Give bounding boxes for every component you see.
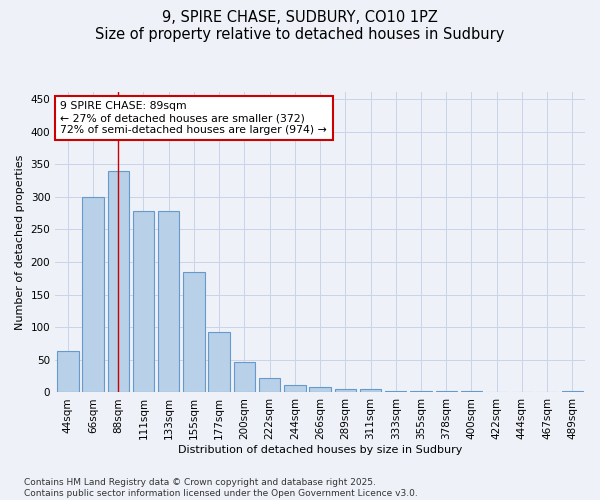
Bar (208, 332, 230, 392)
Bar (284, 384, 305, 392)
Bar (82, 197, 104, 392)
Bar (107, 170, 129, 392)
Bar (461, 391, 482, 392)
Bar (310, 387, 331, 392)
Text: 9 SPIRE CHASE: 89sqm
← 27% of detached houses are smaller (372)
72% of semi-deta: 9 SPIRE CHASE: 89sqm ← 27% of detached h… (61, 102, 327, 134)
Bar (410, 390, 432, 392)
Bar (335, 388, 356, 392)
Bar (183, 272, 205, 392)
Bar (360, 389, 381, 392)
Bar (57, 352, 79, 393)
Bar (385, 390, 406, 392)
Text: Contains HM Land Registry data © Crown copyright and database right 2025.
Contai: Contains HM Land Registry data © Crown c… (24, 478, 418, 498)
Bar (233, 362, 255, 392)
Y-axis label: Number of detached properties: Number of detached properties (15, 154, 25, 330)
Bar (562, 391, 583, 392)
Bar (133, 211, 154, 392)
Bar (436, 391, 457, 392)
Bar (158, 211, 179, 392)
Bar (259, 378, 280, 392)
Text: 9, SPIRE CHASE, SUDBURY, CO10 1PZ
Size of property relative to detached houses i: 9, SPIRE CHASE, SUDBURY, CO10 1PZ Size o… (95, 10, 505, 42)
X-axis label: Distribution of detached houses by size in Sudbury: Distribution of detached houses by size … (178, 445, 462, 455)
